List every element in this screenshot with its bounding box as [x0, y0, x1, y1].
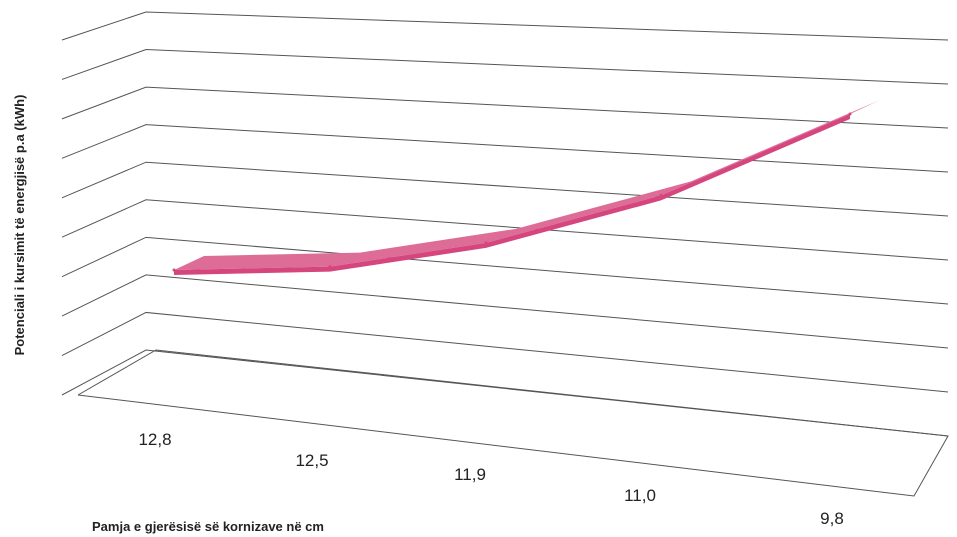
floor-outline — [77, 349, 949, 497]
gridline — [61, 349, 949, 437]
y-axis-label: Potenciali i kursimit të energjisë p.a (… — [12, 95, 27, 356]
gridline — [61, 274, 949, 349]
x-tick-label: 12,8 — [138, 430, 171, 449]
data-point — [484, 241, 488, 245]
gridline — [61, 236, 949, 305]
series-top-face — [174, 100, 880, 270]
data-point — [848, 112, 852, 116]
gridline — [61, 161, 949, 217]
x-axis-label: Pamja e gjerësisë së kornizave në cm — [92, 519, 324, 534]
series-ribbon — [172, 100, 880, 275]
x-tick-label: 12,5 — [295, 451, 328, 470]
gridline — [61, 199, 949, 261]
chart-floor — [77, 349, 949, 497]
series-front-face — [174, 114, 850, 275]
gridline — [61, 11, 949, 41]
gridline — [61, 124, 949, 173]
x-tick-label: 11,0 — [624, 486, 656, 505]
x-tick-label: 9,8 — [820, 509, 844, 528]
gridline — [61, 86, 949, 129]
x-tick-label: 11,9 — [454, 465, 486, 484]
data-point — [172, 268, 176, 272]
gridline — [61, 311, 949, 393]
data-point — [328, 265, 332, 269]
data-point — [659, 193, 663, 197]
gridline — [61, 49, 949, 85]
x-tick-labels: 12,8 12,5 11,9 11,0 9,8 — [138, 430, 843, 528]
gridlines — [61, 11, 949, 437]
